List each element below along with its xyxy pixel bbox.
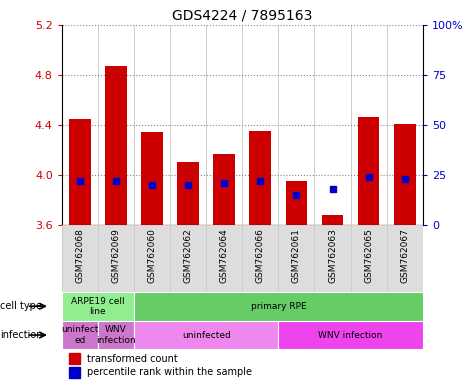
Bar	[62, 321, 98, 349]
Text: GSM762064: GSM762064	[220, 228, 228, 283]
Text: GSM762067: GSM762067	[400, 228, 409, 283]
Bar	[177, 162, 199, 225]
Bar	[278, 225, 314, 292]
Bar	[206, 225, 242, 292]
Bar	[69, 367, 80, 378]
Bar	[213, 154, 235, 225]
Bar	[358, 118, 380, 225]
Bar	[141, 132, 163, 225]
Bar	[98, 321, 134, 349]
Bar	[134, 321, 278, 349]
Bar	[134, 292, 423, 321]
Text: percentile rank within the sample: percentile rank within the sample	[87, 367, 252, 377]
Text: GSM762062: GSM762062	[184, 228, 192, 283]
Text: WNV infection: WNV infection	[318, 331, 383, 339]
Bar	[249, 131, 271, 225]
Bar	[69, 119, 91, 225]
Text: uninfected: uninfected	[182, 331, 230, 339]
Text: GSM762069: GSM762069	[112, 228, 120, 283]
Bar	[322, 215, 343, 225]
Text: ARPE19 cell
line: ARPE19 cell line	[71, 296, 124, 316]
Bar	[394, 124, 416, 225]
Text: infection: infection	[0, 330, 43, 340]
Text: GSM762068: GSM762068	[76, 228, 84, 283]
Title: GDS4224 / 7895163: GDS4224 / 7895163	[172, 8, 313, 22]
Bar	[105, 66, 127, 225]
Text: GSM762060: GSM762060	[148, 228, 156, 283]
Bar	[314, 225, 351, 292]
Text: GSM762066: GSM762066	[256, 228, 265, 283]
Bar	[98, 225, 134, 292]
Bar	[69, 353, 80, 364]
Bar	[170, 225, 206, 292]
Text: transformed count: transformed count	[87, 354, 178, 364]
Bar	[134, 225, 170, 292]
Text: uninfect
ed: uninfect ed	[61, 325, 98, 345]
Text: cell type: cell type	[0, 301, 42, 311]
Text: primary RPE: primary RPE	[250, 302, 306, 311]
Bar	[62, 292, 134, 321]
Bar	[351, 225, 387, 292]
Bar	[285, 181, 307, 225]
Bar	[387, 225, 423, 292]
Bar	[62, 225, 98, 292]
Bar	[278, 321, 423, 349]
Bar	[242, 225, 278, 292]
Text: WNV
infection: WNV infection	[96, 325, 136, 345]
Text: GSM762063: GSM762063	[328, 228, 337, 283]
Text: GSM762061: GSM762061	[292, 228, 301, 283]
Text: GSM762065: GSM762065	[364, 228, 373, 283]
